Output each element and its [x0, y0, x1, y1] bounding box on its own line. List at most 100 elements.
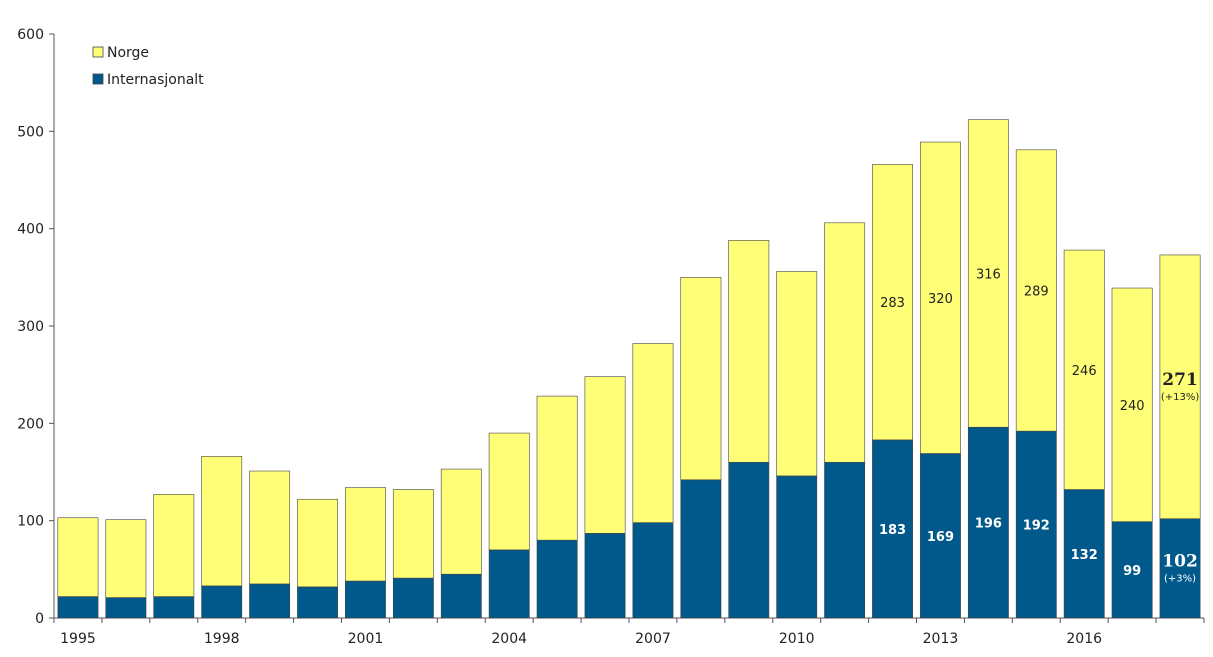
legend-entry: Internasjonalt — [92, 72, 204, 88]
bar-internasjonalt — [967, 426, 1009, 619]
bar-norge — [776, 271, 818, 477]
bar-internasjonalt — [776, 475, 818, 619]
bar-internasjonalt — [728, 461, 770, 619]
bar-internasjonalt — [488, 549, 530, 619]
x-axis: 1995 1998 2001 2004 2007 2010 2013 2016 — [53, 617, 1205, 647]
bar-norge — [249, 470, 291, 585]
bar-internasjonalt — [1063, 489, 1105, 619]
y-tick-label: 600 — [17, 27, 44, 43]
bar-norge — [536, 395, 578, 541]
x-tick: 1998 — [204, 631, 240, 647]
bar-label-internasjonalt: 99 — [1123, 564, 1141, 579]
x-tick: 2013 — [923, 631, 959, 647]
x-tick: 2016 — [1066, 631, 1102, 647]
bar-internasjonalt — [440, 573, 482, 619]
bar-label-norge: 246 — [1072, 364, 1097, 379]
bar-label-internasjonalt: 192 — [1023, 519, 1050, 534]
bar-internasjonalt — [105, 597, 147, 619]
x-tick-label: 2013 — [923, 631, 959, 647]
bar-label-internasjonalt: 132 — [1071, 548, 1098, 563]
bar-internasjonalt — [824, 461, 866, 619]
y-tick: 200 — [17, 416, 54, 432]
x-tick-label: 2016 — [1066, 631, 1102, 647]
legend-swatch — [92, 46, 104, 58]
bar-norge — [57, 517, 99, 597]
bar-norge — [584, 376, 626, 534]
bar-label-norge: 271 — [1162, 370, 1198, 390]
x-tick: 2001 — [348, 631, 384, 647]
y-tick: 100 — [17, 514, 54, 530]
legend-swatch — [92, 73, 104, 85]
bar-norge — [1063, 249, 1105, 490]
y-tick: 300 — [17, 319, 54, 335]
bar-norge — [1111, 287, 1153, 522]
bar-internasjonalt — [920, 453, 961, 619]
y-tick-label: 300 — [17, 319, 44, 335]
y-tick: 600 — [17, 27, 54, 43]
x-tick: 2004 — [491, 631, 527, 647]
bar-norge — [153, 494, 195, 597]
bar-label-norge: 283 — [880, 296, 905, 311]
bar-internasjonalt — [680, 479, 722, 619]
x-tick-label: 2007 — [635, 631, 671, 647]
y-axis: 0 100 200 300 400 500 600 — [17, 27, 55, 627]
bar-internasjonalt — [297, 586, 338, 619]
bar-internasjonalt — [632, 522, 674, 619]
bar-label-norge: 316 — [976, 267, 1001, 282]
bar-label-norge: 320 — [928, 292, 953, 307]
bar-label-internasjonalt: 169 — [927, 530, 954, 545]
bar-internasjonalt — [201, 585, 243, 619]
y-tick-label: 500 — [17, 124, 44, 140]
bar-label-internasjonalt: 196 — [975, 517, 1002, 532]
bar-norge — [105, 519, 147, 598]
bar-label-internasjonalt: 183 — [879, 523, 906, 538]
x-tick: 1995 — [60, 631, 96, 647]
y-tick-label: 100 — [17, 514, 44, 530]
bar-internasjonalt — [1015, 430, 1057, 619]
bar-norge — [1015, 149, 1057, 432]
y-tick: 500 — [17, 124, 54, 140]
bar-internasjonalt — [249, 583, 291, 619]
bar-norge — [1159, 254, 1201, 520]
bar-label-norge: 289 — [1024, 284, 1049, 299]
bars — [57, 119, 1201, 619]
x-tick-label: 1998 — [204, 631, 240, 647]
bar-internasjonalt — [1159, 518, 1201, 619]
bar-norge — [728, 240, 770, 463]
bar-internasjonalt — [536, 539, 578, 619]
bar-norge — [345, 487, 386, 582]
bar-internasjonalt — [57, 596, 99, 619]
bar-internasjonalt — [1111, 521, 1153, 619]
bar-norge — [297, 498, 338, 588]
bar-norge — [201, 456, 243, 587]
x-tick: 2010 — [779, 631, 815, 647]
bar-annotation-norge: (+13%) — [1161, 392, 1200, 403]
bar-norge — [488, 432, 530, 551]
x-tick-label: 2010 — [779, 631, 815, 647]
bar-norge — [872, 164, 913, 441]
bar-norge — [967, 119, 1009, 428]
legend-entry: Norge — [92, 45, 149, 61]
bar-internasjonalt — [584, 533, 626, 619]
bar-internasjonalt — [345, 580, 386, 619]
y-tick-label: 400 — [17, 222, 44, 238]
x-tick-label: 2001 — [348, 631, 384, 647]
y-tick: 0 — [35, 611, 54, 627]
bar-norge — [824, 222, 866, 463]
bar-norge — [632, 343, 674, 523]
bar-internasjonalt — [153, 596, 195, 619]
bar-internasjonalt — [392, 577, 434, 619]
bar-label-norge: 240 — [1120, 399, 1145, 414]
bar-norge — [440, 468, 482, 575]
legend-label: Norge — [107, 45, 149, 61]
y-tick-label: 200 — [17, 416, 44, 432]
x-tick-label: 2004 — [491, 631, 527, 647]
data-labels: 183 283 169 320 196 316 192 289 132 246 99 240 102 (+… — [879, 267, 1199, 584]
y-tick-label: 0 — [35, 611, 44, 627]
bar-norge — [392, 489, 434, 579]
bar-norge — [680, 277, 722, 481]
y-tick: 400 — [17, 222, 54, 238]
bar-label-internasjonalt: 102 — [1162, 551, 1198, 571]
legend-label: Internasjonalt — [107, 72, 204, 88]
